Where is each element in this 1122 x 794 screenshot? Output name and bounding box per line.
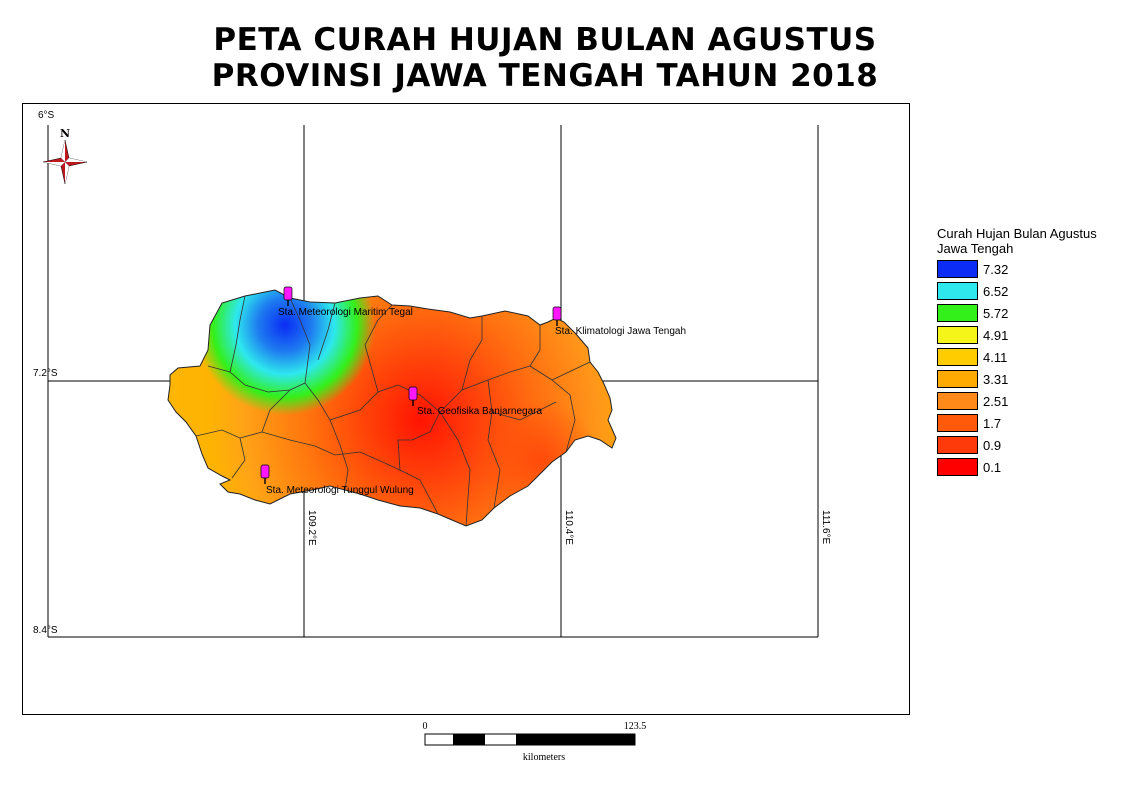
legend-value: 1.7 xyxy=(983,415,1002,431)
legend-value: 2.51 xyxy=(983,393,1009,409)
legend: Curah Hujan Bulan Agustus Jawa Tengah 7.… xyxy=(937,226,1122,478)
legend-item: 3.31 xyxy=(937,368,1122,390)
station-label: Sta. Klimatologi Jawa Tengah xyxy=(555,326,686,337)
map-frame xyxy=(22,103,910,715)
legend-value: 3.31 xyxy=(983,371,1009,387)
lat-label: 8.4°S xyxy=(33,625,58,636)
lat-label: 7.2°S xyxy=(33,368,58,379)
legend-swatch xyxy=(937,260,978,278)
station-labels: Sta. Meteorologi Maritim Tegal Sta. Klim… xyxy=(266,307,686,496)
legend-value: 4.11 xyxy=(983,349,1008,365)
scale-end-label: 123.5 xyxy=(624,721,647,732)
lon-label: 111.6°E xyxy=(820,510,831,545)
scale-unit-label: kilometers xyxy=(523,752,565,763)
legend-swatch xyxy=(937,370,978,388)
legend-item: 1.7 xyxy=(937,412,1122,434)
regency-boundaries xyxy=(195,295,591,527)
station-pin-icon xyxy=(408,386,418,406)
lat-label: 6°S xyxy=(38,110,55,121)
legend-value: 0.9 xyxy=(983,437,1002,453)
legend-swatch xyxy=(937,392,978,410)
station-markers[interactable] xyxy=(260,286,562,484)
legend-item: 7.32 xyxy=(937,258,1122,280)
legend-item: 0.1 xyxy=(937,456,1122,478)
legend-swatch xyxy=(937,348,978,366)
scale-start-label: 0 xyxy=(423,721,428,732)
station-label: Sta. Meteorologi Tunggul Wulung xyxy=(266,485,414,496)
map-title-line1: PETA CURAH HUJAN BULAN AGUSTUS xyxy=(213,22,877,58)
legend-item: 0.9 xyxy=(937,434,1122,456)
legend-title: Curah Hujan Bulan Agustus Jawa Tengah xyxy=(937,226,1097,256)
north-arrow-icon: N xyxy=(42,127,88,185)
legend-swatch xyxy=(937,458,978,476)
legend-swatch xyxy=(937,282,978,300)
legend-swatch xyxy=(937,304,978,322)
legend-value: 5.72 xyxy=(983,305,1009,321)
legend-item: 4.91 xyxy=(937,324,1122,346)
legend-items: 7.32 6.52 5.72 4.91 4.11 3.31 2.51 1.7 0.9 0.1 xyxy=(937,258,1122,478)
scale-bar: 0 123.5 kilometers xyxy=(423,721,647,763)
legend-item: 5.72 xyxy=(937,302,1122,324)
graticule-labels: 6°S 7.2°S 8.4°S 109.2°E 110.4°E 111.6°E xyxy=(33,110,831,636)
lon-label: 110.4°E xyxy=(563,510,574,545)
legend-swatch xyxy=(937,326,978,344)
legend-value: 4.91 xyxy=(983,327,1009,343)
north-label: N xyxy=(60,127,70,140)
map-title-line2: PROVINSI JAWA TENGAH TAHUN 2018 xyxy=(211,58,879,94)
legend-item: 2.51 xyxy=(937,390,1122,412)
station-label: Sta. Meteorologi Maritim Tegal xyxy=(278,307,413,318)
station-pin-icon xyxy=(260,464,270,484)
legend-item: 6.52 xyxy=(937,280,1122,302)
lon-label: 109.2°E xyxy=(306,510,317,546)
province-rainfall-surface xyxy=(167,289,617,527)
legend-swatch xyxy=(937,436,978,454)
legend-value: 6.52 xyxy=(983,283,1009,299)
legend-swatch xyxy=(937,414,978,432)
legend-value: 7.32 xyxy=(983,261,1009,277)
station-pin-icon xyxy=(552,306,562,326)
station-label: Sta. Geofisika Banjarnegara xyxy=(417,406,543,417)
legend-value: 0.1 xyxy=(983,459,1002,475)
legend-item: 4.11 xyxy=(937,346,1122,368)
station-pin-icon xyxy=(283,286,293,306)
